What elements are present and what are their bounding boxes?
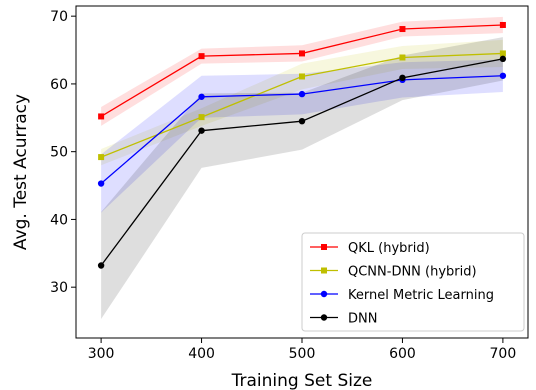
point-dnn <box>97 262 105 269</box>
legend-marker-qkl-hybrid <box>321 244 327 250</box>
band-dnn <box>101 37 503 320</box>
point-qkl-hybrid <box>399 26 406 33</box>
y-axis-label: Avg. Test Acurracy <box>11 94 31 250</box>
x-tick-label: 400 <box>188 346 215 362</box>
point-qcnn-dnn-hybrid <box>399 54 406 61</box>
point-kernel-metric-learning <box>499 72 507 79</box>
y-tick-label: 70 <box>50 9 68 25</box>
series-markers <box>97 21 507 269</box>
x-tick-label: 300 <box>88 346 115 362</box>
point-qkl-hybrid <box>499 21 506 28</box>
x-tick-label: 500 <box>289 346 316 362</box>
y-axis-ticks: 30 40 50 60 70 <box>50 9 76 296</box>
point-qcnn-dnn-hybrid <box>299 73 305 80</box>
point-qcnn-dnn-hybrid <box>98 154 105 161</box>
x-tick-label: 700 <box>490 346 517 362</box>
point-dnn <box>399 74 406 82</box>
x-axis-label: Training Set Size <box>231 371 373 390</box>
point-qkl-hybrid <box>299 50 305 57</box>
legend-label-qkl-hybrid: QKL (hybrid) <box>348 241 430 256</box>
y-tick-label: 30 <box>50 280 68 296</box>
legend-label-qcnn-dnn-hybrid: QCNN-DNN (hybrid) <box>348 265 477 280</box>
point-qkl-hybrid <box>198 53 205 60</box>
point-kernel-metric-learning <box>298 90 306 98</box>
y-tick-label: 50 <box>50 145 68 161</box>
legend-box <box>301 232 525 332</box>
y-tick-label: 60 <box>50 77 68 93</box>
y-tick-label: 40 <box>50 212 68 228</box>
legend-marker-qcnn-dnn-hybrid <box>321 267 327 274</box>
legend-marker-dnn <box>320 314 328 321</box>
legend: QKL (hybrid) QCNN-DNN (hybrid) Kernel Metr… <box>301 232 525 332</box>
point-dnn <box>198 127 205 134</box>
legend-label-dnn: DNN <box>348 312 377 327</box>
band-qcnn-dnn-hybrid <box>101 39 503 166</box>
point-dnn <box>499 55 507 63</box>
x-tick-label: 600 <box>389 346 416 362</box>
band-qkl-hybrid <box>101 16 503 126</box>
point-dnn <box>298 117 306 125</box>
legend-marker-kernel-metric-learning <box>320 290 328 298</box>
point-qkl-hybrid <box>98 113 105 120</box>
legend-label-kernel-metric-learning: Kernel Metric Learning <box>348 288 494 303</box>
point-qcnn-dnn-hybrid <box>499 50 506 57</box>
point-kernel-metric-learning <box>97 180 105 187</box>
x-axis-ticks: 300 400 500 600 700 <box>88 338 517 362</box>
point-kernel-metric-learning <box>198 93 205 100</box>
point-qcnn-dnn-hybrid <box>198 114 205 121</box>
